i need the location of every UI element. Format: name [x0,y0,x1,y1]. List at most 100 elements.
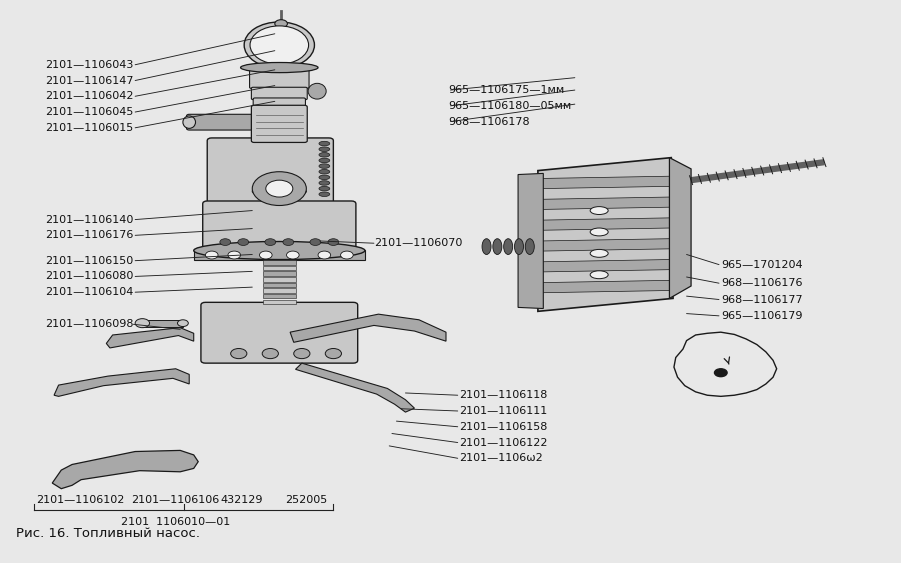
Circle shape [265,239,276,245]
Bar [263,260,296,265]
Text: 2101—1106043: 2101—1106043 [45,60,133,70]
Circle shape [262,348,278,359]
Text: 2101—1106176: 2101—1106176 [45,230,133,240]
Ellipse shape [244,22,314,68]
Circle shape [283,239,294,245]
Text: 2101—1106080: 2101—1106080 [45,271,133,282]
Text: 2101—1106106: 2101—1106106 [131,495,219,505]
Circle shape [266,180,293,197]
Circle shape [177,320,188,327]
FancyBboxPatch shape [251,87,307,100]
FancyBboxPatch shape [250,69,309,88]
Circle shape [310,239,321,245]
Text: 2101—1106104: 2101—1106104 [45,287,133,297]
Text: 2101—1106102: 2101—1106102 [36,495,124,505]
Ellipse shape [319,169,330,174]
FancyBboxPatch shape [251,105,307,142]
Ellipse shape [319,181,330,185]
Ellipse shape [590,249,608,257]
Circle shape [238,239,249,245]
Ellipse shape [183,116,196,128]
Text: 2101—1106158: 2101—1106158 [460,422,548,432]
Circle shape [341,251,353,259]
Bar [142,320,183,327]
Text: 2101—1106118: 2101—1106118 [460,390,548,400]
Polygon shape [669,158,691,298]
Circle shape [325,348,341,359]
Text: 2101  1106010—01: 2101 1106010—01 [121,517,231,528]
Polygon shape [106,328,194,348]
Text: 2101—1106140: 2101—1106140 [45,215,133,225]
Text: 2101—1106045: 2101—1106045 [45,107,133,117]
Polygon shape [54,369,189,396]
Circle shape [228,251,241,259]
Ellipse shape [319,158,330,163]
Ellipse shape [319,141,330,146]
Ellipse shape [319,153,330,157]
Ellipse shape [590,271,608,279]
Bar [263,266,296,270]
Text: 965—1701204: 965—1701204 [721,260,803,270]
Bar [263,283,296,287]
Ellipse shape [319,164,330,168]
Ellipse shape [590,228,608,236]
Ellipse shape [525,239,534,254]
FancyBboxPatch shape [253,98,305,109]
Bar [263,288,296,293]
Bar [263,294,296,298]
Text: 968—1106176: 968—1106176 [721,278,802,288]
Text: 2101—1106122: 2101—1106122 [460,437,548,448]
Circle shape [328,239,339,245]
Text: 432129: 432129 [221,495,263,505]
FancyBboxPatch shape [203,201,356,251]
Text: Рис. 16. Топливный насос.: Рис. 16. Топливный насос. [16,528,200,540]
Polygon shape [541,239,669,251]
Ellipse shape [241,62,318,73]
Ellipse shape [252,186,306,196]
Text: 2101—1106111: 2101—1106111 [460,406,548,416]
Text: 965—1106175—1мм: 965—1106175—1мм [449,85,565,95]
Ellipse shape [514,239,523,254]
Polygon shape [541,218,669,230]
Polygon shape [296,363,414,412]
Text: 252005: 252005 [285,495,327,505]
FancyBboxPatch shape [201,302,358,363]
Circle shape [318,251,331,259]
Circle shape [252,172,306,205]
Circle shape [259,251,272,259]
Text: 2101—1106098: 2101—1106098 [45,319,133,329]
Polygon shape [538,158,673,311]
Bar [263,300,296,304]
Bar [194,250,365,260]
Ellipse shape [482,239,491,254]
Text: 2101—1106015: 2101—1106015 [45,123,133,133]
Ellipse shape [493,239,502,254]
Text: 968—1106178: 968—1106178 [449,117,531,127]
Ellipse shape [250,26,308,64]
Text: 2101—1106ѡ2: 2101—1106ѡ2 [460,453,543,463]
Polygon shape [541,260,669,272]
Text: 2101—1106150: 2101—1106150 [45,256,133,266]
Circle shape [220,239,231,245]
Ellipse shape [308,83,326,99]
Circle shape [275,20,287,28]
Polygon shape [541,280,669,293]
Polygon shape [541,176,669,189]
Polygon shape [541,197,669,209]
Circle shape [135,319,150,328]
Text: 2101—1106042: 2101—1106042 [45,91,133,101]
Text: 968—1106177: 968—1106177 [721,294,803,305]
Circle shape [205,251,218,259]
Polygon shape [52,450,198,489]
Text: 965—1106179: 965—1106179 [721,311,802,321]
Circle shape [287,251,299,259]
Text: 965—1106180—05мм: 965—1106180—05мм [449,101,572,111]
Text: 2101—1106147: 2101—1106147 [45,75,133,86]
Polygon shape [518,173,543,309]
Circle shape [294,348,310,359]
Text: 2101—1106070: 2101—1106070 [374,238,462,248]
Ellipse shape [319,186,330,191]
Bar [263,271,296,276]
FancyBboxPatch shape [207,138,333,205]
FancyBboxPatch shape [187,114,255,130]
